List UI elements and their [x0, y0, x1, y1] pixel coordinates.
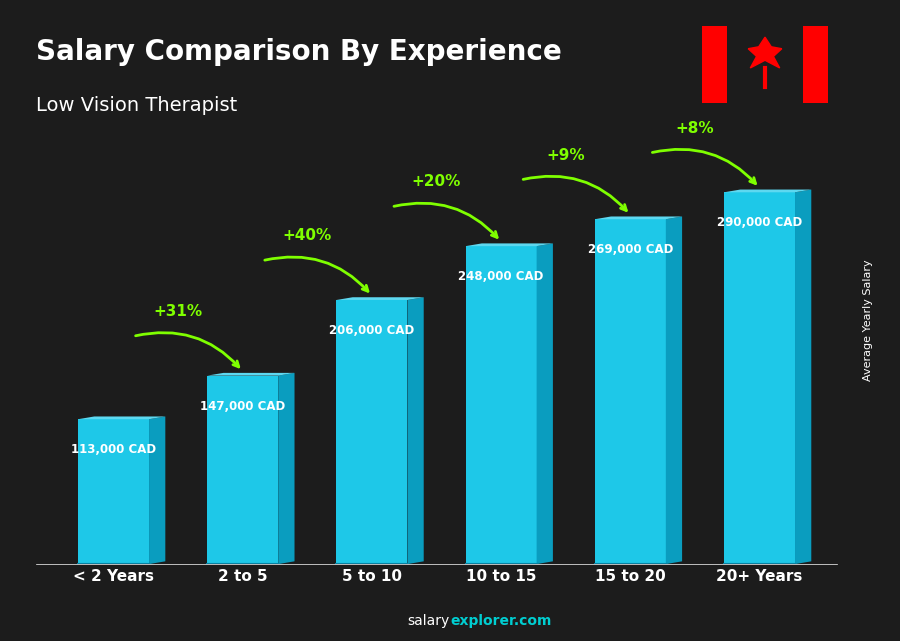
- Text: +31%: +31%: [154, 304, 202, 319]
- Text: 248,000 CAD: 248,000 CAD: [458, 270, 544, 283]
- Polygon shape: [536, 244, 553, 564]
- Polygon shape: [337, 300, 408, 564]
- Polygon shape: [724, 190, 811, 192]
- Text: 113,000 CAD: 113,000 CAD: [71, 443, 156, 456]
- Text: 147,000 CAD: 147,000 CAD: [200, 399, 285, 413]
- Polygon shape: [207, 376, 278, 564]
- Polygon shape: [724, 192, 795, 564]
- Text: +40%: +40%: [283, 228, 332, 244]
- Polygon shape: [278, 373, 294, 564]
- Text: 269,000 CAD: 269,000 CAD: [588, 243, 673, 256]
- Polygon shape: [78, 417, 166, 419]
- Text: explorer.com: explorer.com: [450, 614, 552, 628]
- Polygon shape: [702, 26, 727, 103]
- Text: Low Vision Therapist: Low Vision Therapist: [36, 96, 238, 115]
- Polygon shape: [595, 217, 682, 219]
- Polygon shape: [795, 190, 811, 564]
- Polygon shape: [465, 244, 553, 246]
- Text: Average Yearly Salary: Average Yearly Salary: [863, 260, 873, 381]
- Polygon shape: [595, 219, 666, 564]
- Polygon shape: [465, 246, 536, 564]
- Text: +8%: +8%: [676, 121, 715, 136]
- Polygon shape: [78, 419, 149, 564]
- Polygon shape: [666, 217, 682, 564]
- Text: 206,000 CAD: 206,000 CAD: [329, 324, 415, 337]
- Text: salary: salary: [408, 614, 450, 628]
- Polygon shape: [803, 26, 828, 103]
- Text: +20%: +20%: [412, 174, 461, 190]
- Polygon shape: [337, 297, 424, 300]
- Polygon shape: [207, 373, 294, 376]
- Text: 290,000 CAD: 290,000 CAD: [717, 216, 802, 229]
- Polygon shape: [748, 37, 782, 68]
- Polygon shape: [149, 417, 166, 564]
- Text: Salary Comparison By Experience: Salary Comparison By Experience: [36, 38, 562, 67]
- Polygon shape: [408, 297, 424, 564]
- Text: +9%: +9%: [546, 147, 585, 163]
